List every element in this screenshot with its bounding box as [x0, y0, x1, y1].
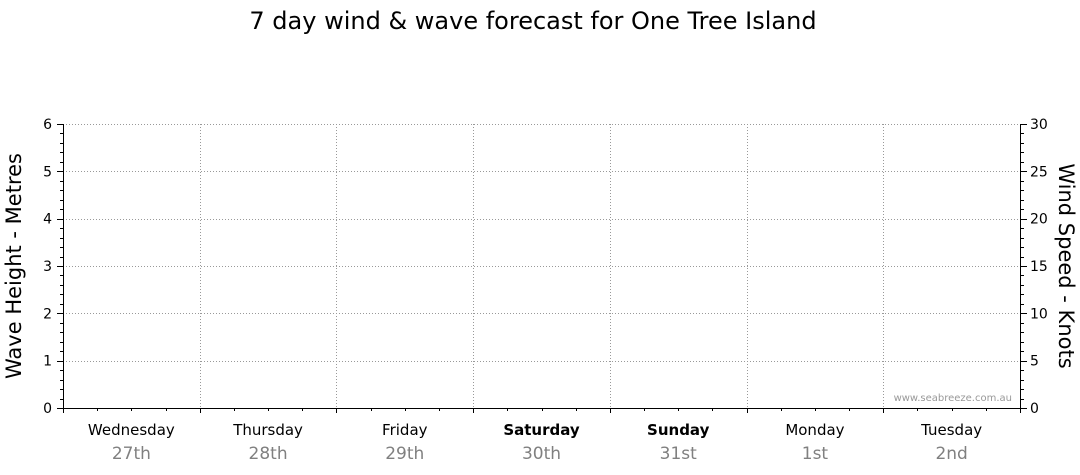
day-date-label: 29th — [385, 444, 424, 464]
left-tick-label: 0 — [43, 401, 52, 417]
day-name-label: Wednesday — [88, 421, 175, 439]
grid — [63, 124, 1020, 408]
left-tick-label: 3 — [43, 259, 52, 275]
day-date-label: 30th — [522, 444, 561, 464]
day-date-label: 27th — [112, 444, 151, 464]
left-tick-label: 5 — [43, 164, 52, 180]
right-tick-label: 25 — [1030, 164, 1048, 180]
right-tick-label: 20 — [1030, 212, 1048, 228]
day-date-label: 28th — [249, 444, 288, 464]
right-tick-label: 10 — [1030, 306, 1048, 322]
right-tick-label: 15 — [1030, 259, 1048, 275]
watermark: www.seabreeze.com.au — [894, 393, 1012, 404]
right-tick-label: 0 — [1030, 401, 1039, 417]
right-axis-label: Wind Speed - Knots — [1054, 163, 1078, 368]
chart-title: 7 day wind & wave forecast for One Tree … — [249, 7, 816, 35]
right-tick-label: 5 — [1030, 354, 1039, 370]
left-tick-label: 1 — [43, 354, 52, 370]
day-name-label: Saturday — [503, 421, 580, 439]
day-name-label: Tuesday — [920, 421, 982, 439]
left-tick-labels: 0 1 2 3 4 5 6 — [43, 117, 52, 417]
left-tick-label: 6 — [43, 117, 52, 133]
day-name-label: Friday — [382, 421, 428, 439]
day-name-label: Thursday — [232, 421, 303, 439]
left-axis-label: Wave Height - Metres — [2, 153, 26, 379]
right-tick-label: 30 — [1030, 117, 1048, 133]
day-date-label: 2nd — [935, 444, 967, 464]
left-tick-label: 4 — [43, 212, 52, 228]
left-tick-label: 2 — [43, 306, 52, 322]
day-name-label: Monday — [785, 421, 844, 439]
right-tick-labels: 0 5 10 15 20 25 30 — [1030, 117, 1048, 417]
day-labels: Wednesday 27th Thursday 28th Friday 29th Satur… — [88, 421, 982, 464]
day-date-label: 31st — [660, 444, 697, 464]
axes — [57, 124, 1027, 413]
day-name-label: Sunday — [647, 421, 710, 439]
day-date-label: 1st — [802, 444, 829, 464]
